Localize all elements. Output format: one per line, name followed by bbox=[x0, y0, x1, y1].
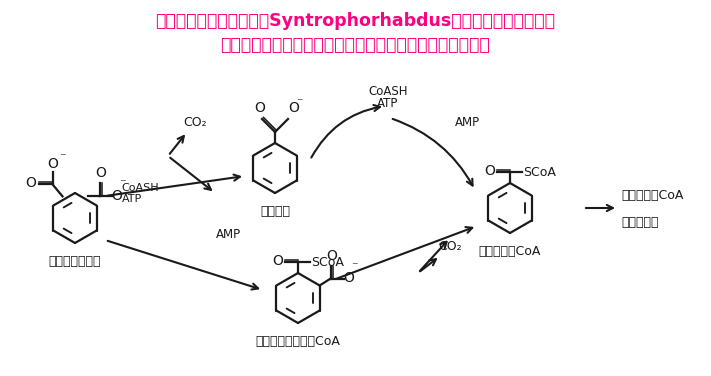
Text: O: O bbox=[112, 190, 122, 203]
Text: シントロフォラブダス（Syntrophorhabdus）属に近縁の微生物が: シントロフォラブダス（Syntrophorhabdus）属に近縁の微生物が bbox=[155, 12, 555, 30]
Text: CoASH: CoASH bbox=[122, 183, 159, 193]
Text: ⁻: ⁻ bbox=[352, 261, 358, 273]
Text: O: O bbox=[272, 254, 283, 268]
Text: O: O bbox=[26, 176, 36, 190]
Text: ⁻: ⁻ bbox=[119, 177, 126, 190]
Text: ベンゾイルCoA: ベンゾイルCoA bbox=[621, 189, 683, 202]
Text: SCoA: SCoA bbox=[523, 165, 556, 179]
Text: オルソフタロイルCoA: オルソフタロイルCoA bbox=[255, 335, 341, 348]
Text: O: O bbox=[288, 101, 299, 115]
Text: CO₂: CO₂ bbox=[438, 240, 462, 253]
Text: ATP: ATP bbox=[122, 194, 141, 204]
Text: オルソフタル酸: オルソフタル酸 bbox=[49, 255, 101, 268]
Text: 分解経路へ: 分解経路へ bbox=[621, 216, 658, 229]
Text: ベンゾイルCoA: ベンゾイルCoA bbox=[479, 245, 541, 258]
Text: O: O bbox=[484, 164, 495, 178]
Text: ATP: ATP bbox=[378, 97, 399, 110]
Text: O: O bbox=[343, 271, 355, 285]
Text: 安息香酸: 安息香酸 bbox=[260, 205, 290, 218]
Text: ⁻: ⁻ bbox=[60, 152, 66, 164]
Text: オルソフタル酸を分解する代謝経路をもつことを新規提案: オルソフタル酸を分解する代謝経路をもつことを新規提案 bbox=[220, 36, 490, 54]
Text: SCoA: SCoA bbox=[311, 256, 344, 268]
Text: CoASH: CoASH bbox=[368, 85, 407, 98]
Text: O: O bbox=[95, 166, 106, 180]
Text: O: O bbox=[255, 101, 265, 115]
Text: AMP: AMP bbox=[215, 227, 240, 241]
Text: CO₂: CO₂ bbox=[183, 115, 207, 129]
Text: O: O bbox=[326, 249, 337, 262]
Text: O: O bbox=[47, 157, 58, 171]
Text: ⁻: ⁻ bbox=[296, 96, 303, 109]
Text: AMP: AMP bbox=[454, 115, 479, 129]
